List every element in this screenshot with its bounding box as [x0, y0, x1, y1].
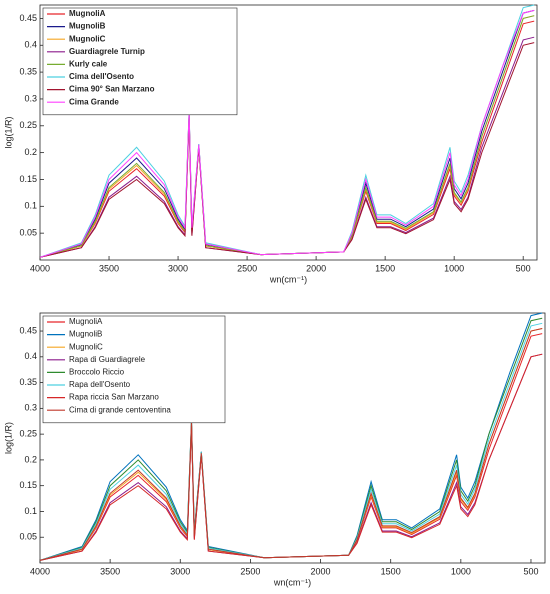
- y-tick-label: 0.3: [24, 93, 37, 103]
- y-tick-label: 0.2: [24, 147, 37, 157]
- plot-frame: [39, 312, 546, 564]
- x-tick-label: 2500: [237, 263, 257, 273]
- x-tick-label: 4000: [30, 566, 50, 576]
- legend-label: Rapa riccia San Marzano: [69, 393, 159, 402]
- y-tick-label: 0.05: [19, 228, 37, 238]
- legend-label: Cima dell'Osento: [69, 72, 134, 81]
- y-tick-label: 0.35: [19, 377, 37, 387]
- x-tick-label: 1000: [451, 566, 471, 576]
- legend-label: Guardiagrele Turnip: [69, 47, 145, 56]
- y-tick-label: 0.45: [19, 13, 37, 23]
- legend-label: MugnoliC: [69, 34, 106, 43]
- chart: 4000 3500 3000 2500 2000 1500 1000 500 0.05 0.1 0.…: [3, 312, 546, 587]
- spectrum-line: [39, 9, 535, 258]
- plot-frame: [39, 4, 538, 261]
- x-tick-label: 1500: [381, 566, 401, 576]
- legend-label: MugnoliC: [69, 342, 103, 351]
- x-tick-label: 2000: [311, 566, 331, 576]
- legend: MugnoliA MugnoliB MugnoliC Guardiagrele Tur…: [42, 7, 238, 116]
- x-axis-label: wn(cm⁻¹): [273, 577, 311, 587]
- y-axis-label: log(1/R): [3, 116, 13, 148]
- spectrum-line: [39, 353, 543, 561]
- y-tick-label: 0.1: [24, 201, 37, 211]
- legend-label: MugnoliB: [69, 22, 106, 31]
- chart: 4000 3500 3000 2500 2000 1500 1000 500 0.05 0.1 0.…: [3, 4, 538, 284]
- x-tick-label: 500: [523, 566, 538, 576]
- y-tick-label: 0.25: [19, 120, 37, 130]
- spectrum-line: [39, 42, 535, 258]
- y-tick-label: 0.45: [19, 325, 37, 335]
- y-tick-label: 0.15: [19, 480, 37, 490]
- y-tick-label: 0.1: [24, 506, 37, 516]
- y-tick-label: 0.25: [19, 429, 37, 439]
- x-tick-label: 500: [516, 263, 531, 273]
- x-tick-label: 3500: [100, 566, 120, 576]
- y-tick-label: 0.4: [24, 40, 37, 50]
- x-tick-label: 2000: [306, 263, 326, 273]
- y-tick-label: 0.15: [19, 174, 37, 184]
- legend-label: Cima 90° San Marzano: [69, 85, 155, 94]
- y-tick-label: 0.2: [24, 454, 37, 464]
- legend-label: MugnoliA: [69, 9, 106, 18]
- x-tick-label: 1500: [375, 263, 395, 273]
- x-tick-label: 3000: [170, 566, 190, 576]
- legend-label: Rapa di Guardiagrele: [69, 355, 146, 364]
- legend-label: Rapa dell'Osento: [69, 380, 131, 389]
- legend-label: MugnoliB: [69, 330, 102, 339]
- x-tick-label: 2500: [240, 566, 260, 576]
- y-tick-label: 0.4: [24, 351, 37, 361]
- spectrum-line: [39, 15, 535, 258]
- y-tick-label: 0.05: [19, 532, 37, 542]
- x-tick-label: 4000: [30, 263, 50, 273]
- legend-label: Broccolo Riccio: [69, 368, 125, 377]
- x-tick-label: 1000: [444, 263, 464, 273]
- y-tick-label: 0.35: [19, 66, 37, 76]
- legend-label: Kurly cale: [69, 60, 108, 69]
- spectrum-line: [39, 328, 543, 561]
- x-tick-label: 3000: [168, 263, 188, 273]
- legend: MugnoliA MugnoliB MugnoliC Rapa di Guardiag…: [42, 315, 226, 424]
- y-tick-label: 0.3: [24, 403, 37, 413]
- legend-label: Cima di grande centoventina: [69, 405, 171, 414]
- y-axis-label: log(1/R): [3, 422, 13, 454]
- legend-label: Cima Grande: [69, 97, 119, 106]
- x-axis-label: wn(cm⁻¹): [269, 274, 307, 284]
- x-tick-label: 3500: [99, 263, 119, 273]
- legend-box: [42, 7, 238, 116]
- legend-label: MugnoliA: [69, 317, 103, 326]
- legend-box: [42, 315, 226, 424]
